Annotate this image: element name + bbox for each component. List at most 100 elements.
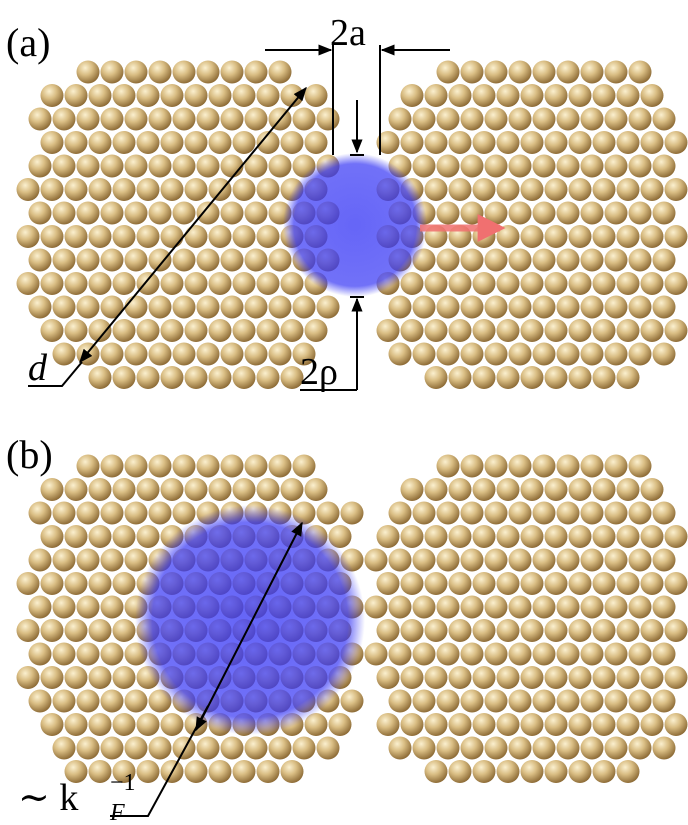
atom bbox=[509, 455, 532, 478]
atom bbox=[629, 455, 652, 478]
atom bbox=[41, 525, 64, 548]
atom bbox=[509, 502, 532, 525]
atom bbox=[341, 502, 364, 525]
atom bbox=[665, 572, 688, 595]
atom bbox=[461, 343, 484, 366]
panel-label: (b) bbox=[6, 432, 53, 477]
atom bbox=[473, 619, 496, 642]
atom bbox=[425, 572, 448, 595]
atom bbox=[89, 366, 112, 389]
atom bbox=[545, 225, 568, 248]
atom bbox=[29, 155, 52, 178]
atom bbox=[65, 272, 88, 295]
atom bbox=[149, 343, 172, 366]
atom bbox=[497, 525, 520, 548]
atom bbox=[65, 572, 88, 595]
atom bbox=[569, 131, 592, 154]
atom bbox=[425, 319, 448, 342]
atom bbox=[173, 249, 196, 272]
atom bbox=[161, 366, 184, 389]
atom bbox=[245, 455, 268, 478]
atom bbox=[509, 249, 532, 272]
atom bbox=[617, 178, 640, 201]
atom bbox=[113, 572, 136, 595]
atom bbox=[185, 760, 208, 783]
atom bbox=[473, 666, 496, 689]
atom bbox=[533, 596, 556, 619]
atom bbox=[485, 108, 508, 131]
atom bbox=[569, 225, 592, 248]
atom bbox=[101, 502, 124, 525]
atom bbox=[53, 737, 76, 760]
atom bbox=[137, 760, 160, 783]
atom bbox=[185, 178, 208, 201]
atom bbox=[473, 84, 496, 107]
atom bbox=[113, 525, 136, 548]
atom bbox=[17, 619, 40, 642]
atom bbox=[389, 737, 412, 760]
atom bbox=[137, 319, 160, 342]
atom bbox=[557, 643, 580, 666]
atom bbox=[509, 549, 532, 572]
atom bbox=[437, 502, 460, 525]
atom bbox=[305, 131, 328, 154]
atom bbox=[605, 455, 628, 478]
atom bbox=[101, 249, 124, 272]
atom bbox=[581, 643, 604, 666]
atom bbox=[377, 319, 400, 342]
atom bbox=[545, 478, 568, 501]
atom bbox=[641, 525, 664, 548]
atom bbox=[545, 272, 568, 295]
atom bbox=[125, 549, 148, 572]
atom bbox=[437, 596, 460, 619]
atom bbox=[557, 737, 580, 760]
atom bbox=[557, 596, 580, 619]
atom bbox=[233, 225, 256, 248]
atom bbox=[461, 690, 484, 713]
atom bbox=[593, 225, 616, 248]
atom bbox=[185, 131, 208, 154]
atom bbox=[461, 643, 484, 666]
atom bbox=[605, 155, 628, 178]
atom bbox=[449, 272, 472, 295]
atom bbox=[77, 690, 100, 713]
atom bbox=[617, 131, 640, 154]
atom bbox=[665, 225, 688, 248]
atom bbox=[545, 666, 568, 689]
atom bbox=[77, 455, 100, 478]
atom bbox=[233, 478, 256, 501]
atom bbox=[557, 249, 580, 272]
atom bbox=[89, 478, 112, 501]
atom bbox=[665, 319, 688, 342]
atom bbox=[449, 131, 472, 154]
atom bbox=[461, 502, 484, 525]
atom bbox=[161, 272, 184, 295]
atom bbox=[509, 343, 532, 366]
atom bbox=[497, 84, 520, 107]
atom bbox=[461, 108, 484, 131]
atom bbox=[497, 366, 520, 389]
atom bbox=[473, 131, 496, 154]
atom bbox=[161, 131, 184, 154]
atom bbox=[125, 202, 148, 225]
atom bbox=[509, 690, 532, 713]
atom bbox=[269, 343, 292, 366]
atom bbox=[245, 61, 268, 84]
atom bbox=[233, 178, 256, 201]
atom bbox=[629, 690, 652, 713]
atom bbox=[653, 549, 676, 572]
atom bbox=[641, 84, 664, 107]
atom bbox=[413, 108, 436, 131]
atom bbox=[581, 596, 604, 619]
atom bbox=[125, 108, 148, 131]
atom bbox=[197, 108, 220, 131]
atom bbox=[377, 713, 400, 736]
atom bbox=[425, 713, 448, 736]
atom bbox=[521, 713, 544, 736]
atom bbox=[653, 690, 676, 713]
atom bbox=[17, 666, 40, 689]
atom bbox=[29, 502, 52, 525]
atom bbox=[389, 108, 412, 131]
atom bbox=[617, 272, 640, 295]
atom bbox=[233, 366, 256, 389]
